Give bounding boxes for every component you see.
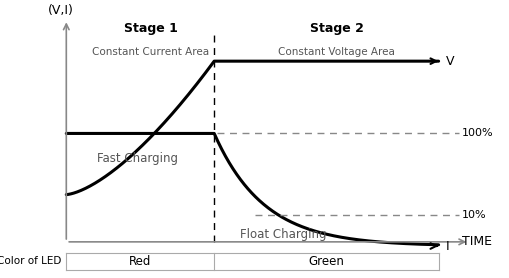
Text: Fast Charging: Fast Charging [97,152,178,165]
Text: Red: Red [129,255,151,268]
Text: (V,I): (V,I) [48,4,74,17]
Text: V: V [445,55,454,68]
Text: Green: Green [308,255,344,268]
Text: I: I [445,240,449,252]
Text: 100%: 100% [461,128,492,138]
Text: Constant Current Area: Constant Current Area [92,47,209,57]
Text: TIME: TIME [461,235,491,248]
Text: Stage 2: Stage 2 [309,22,363,35]
Text: Float Charging: Float Charging [239,229,326,241]
Text: Color of LED: Color of LED [0,256,61,266]
Text: 10%: 10% [461,210,485,220]
Text: Stage 1: Stage 1 [123,22,177,35]
Text: Constant Voltage Area: Constant Voltage Area [277,47,394,57]
